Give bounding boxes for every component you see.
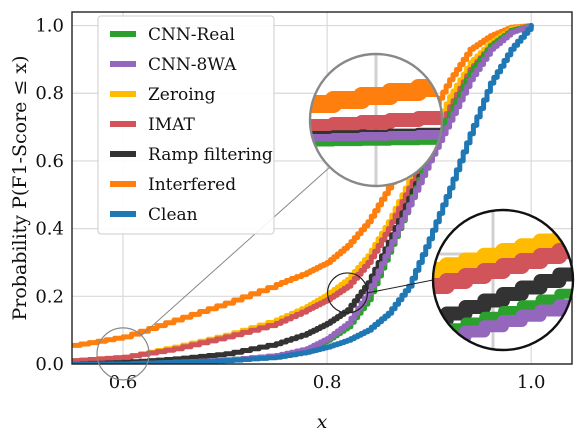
- y-tick-label: 0.6: [35, 151, 64, 172]
- zoom-series-interfered: [310, 79, 442, 113]
- y-axis-label: Probability P(F1-Score ≤ x): [9, 55, 31, 320]
- series-line-clean: [72, 23, 534, 364]
- x-tick-label: 0.6: [109, 372, 138, 393]
- zoom-source-circle: [96, 327, 150, 381]
- x-axis-label: x: [317, 411, 328, 433]
- y-tick-label: 0.8: [35, 83, 64, 104]
- zoom-series-cnn-real: [310, 139, 442, 147]
- zoom-series-imat: [433, 243, 573, 294]
- legend-box: [97, 15, 275, 235]
- legend-label: Interfered: [148, 175, 236, 195]
- legend: CNN-Real CNN-8WA Zeroing IMAT Ramp filtering…: [97, 15, 275, 235]
- legend-label: Ramp filtering: [148, 145, 273, 165]
- plot-frame: [71, 11, 573, 365]
- zoom-insets: [96, 52, 575, 381]
- x-tick-label: 1.0: [517, 372, 546, 393]
- zoom-inset-border: [308, 52, 444, 188]
- y-tick-label: 1.0: [35, 16, 64, 37]
- zoom-series-ramp-filtering: [433, 267, 573, 327]
- zoom-connector-line: [140, 166, 331, 337]
- zoom-inset-content: [433, 210, 573, 350]
- axes: [71, 11, 573, 365]
- zoom-series-imat: [310, 111, 442, 133]
- y-tick-label: 0.2: [35, 286, 64, 307]
- tick-labels: 0.6 0.8 1.0 0.0 0.2 0.4 0.6 0.8 1.0: [35, 16, 545, 393]
- legend-label: Zeroing: [148, 85, 216, 105]
- legend-label: CNN-8WA: [148, 55, 237, 75]
- series-line-interfered: [72, 23, 534, 348]
- legend-label: CNN-Real: [148, 25, 235, 45]
- zoom-inset-border: [431, 208, 575, 352]
- zoom-connector-line: [367, 279, 434, 294]
- legend-label: IMAT: [148, 115, 195, 135]
- zoom-series-cnn-real: [433, 288, 573, 339]
- y-tick-label: 0.0: [35, 354, 64, 375]
- legend-label: Clean: [148, 205, 198, 225]
- zoom-series-cnn-8wa: [310, 130, 442, 146]
- y-tick-label: 0.4: [35, 219, 64, 240]
- zoom-inset-content: [310, 54, 442, 186]
- x-tick-label: 0.8: [313, 372, 342, 393]
